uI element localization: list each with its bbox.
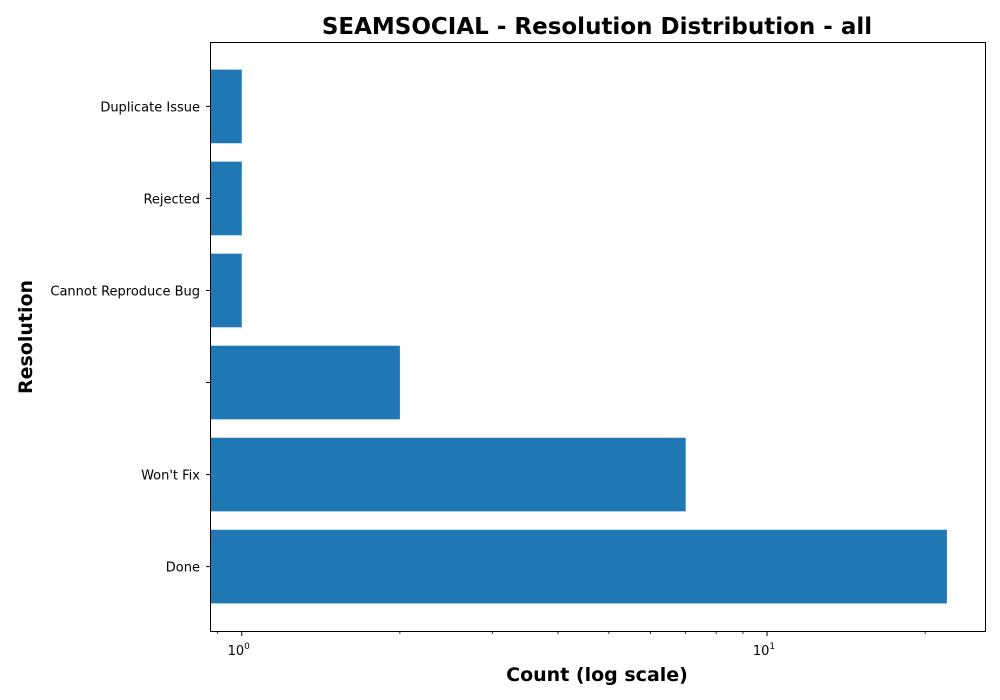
y-axis-label: Resolution (15, 280, 37, 394)
y-tick-label-4: Rejected (143, 192, 200, 207)
bar-2 (210, 345, 400, 420)
bar-0 (210, 529, 947, 604)
bar-5 (210, 69, 242, 144)
x-tick-label-1: 101 (753, 642, 775, 659)
y-axis-ticks: Done Won't Fix Cannot Reproduce Bug Rejecte… (50, 100, 210, 576)
chart-title: SEAMSOCIAL - Resolution Distribution - a… (322, 14, 872, 40)
bar-1 (210, 437, 686, 512)
y-tick-label-1: Won't Fix (141, 469, 200, 484)
bar-3 (210, 253, 242, 328)
y-tick-label-5: Duplicate Issue (100, 100, 200, 115)
bar-4 (210, 161, 242, 236)
y-tick-label-0: Done (166, 561, 200, 576)
x-axis-label: Count (log scale) (506, 664, 688, 686)
x-tick-label-0: 100 (228, 642, 251, 659)
y-tick-label-3: Cannot Reproduce Bug (50, 284, 200, 299)
x-axis-ticks: 100 101 (217, 631, 926, 659)
plot-frame (210, 42, 986, 632)
bars-group (210, 69, 947, 604)
